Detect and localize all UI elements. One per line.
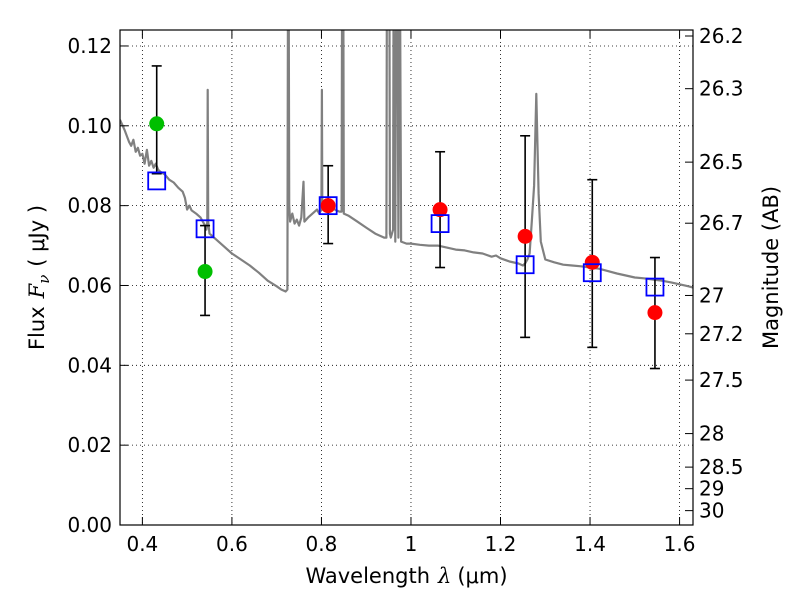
- y2-tick-label: 27.5: [699, 368, 744, 392]
- red-data-point: [647, 305, 663, 321]
- y2-tick-label: 26.3: [699, 77, 744, 101]
- green-data-point: [149, 116, 165, 132]
- y2-tick-label: 28: [699, 422, 724, 446]
- y-axis-label: FluxFν( μJy ): [25, 205, 53, 350]
- plot-area: [120, 30, 693, 293]
- y2-tick-label: 29: [699, 477, 724, 501]
- model-photometry-square: [147, 171, 167, 191]
- red-data-point: [320, 198, 336, 214]
- y-tick-label: 0.12: [67, 34, 112, 58]
- axes-frame: [119, 29, 694, 526]
- x-tick-label: 0.4: [126, 532, 158, 556]
- x-tick-label: 0.6: [216, 532, 248, 556]
- green-data-point: [197, 264, 213, 280]
- y-tick-label: 0.08: [67, 194, 112, 218]
- x-axis-label: Wavelength λ (μm): [305, 564, 507, 588]
- spectrum-line: [120, 30, 693, 293]
- y-tick-label: 0.10: [67, 114, 112, 138]
- red-data-point: [584, 254, 600, 270]
- y2-tick-label: 27: [699, 283, 724, 307]
- y-tick-label: 0.04: [67, 353, 112, 377]
- data-markers: [147, 65, 665, 370]
- x-tick-label: 1.2: [485, 532, 517, 556]
- model-photometry-square: [582, 263, 602, 283]
- y2-tick-label: 26.7: [699, 211, 744, 235]
- y2-tick-label: 30: [699, 499, 724, 523]
- y2-axis-label: Magnitude (AB): [759, 186, 783, 349]
- y2-tick-label: 26.5: [699, 150, 744, 174]
- red-data-point: [432, 202, 448, 218]
- y-tick-label: 0.06: [67, 273, 112, 297]
- x-tick-label: 1.6: [664, 532, 696, 556]
- x-tick-label: 1.4: [574, 532, 606, 556]
- y2-tick-label: 27.2: [699, 322, 744, 346]
- x-tick-label: 1: [405, 532, 418, 556]
- axis-ticks: 0.4 0.6 0.8 1 1.2 1.4 1.6 0.00 0.02 0.04 0.06 0.08 0…: [67, 24, 743, 556]
- y2-tick-label: 26.2: [699, 24, 744, 48]
- gridlines: [120, 30, 693, 526]
- model-photometry-square: [515, 255, 535, 275]
- plot-border: [119, 29, 694, 526]
- x-tick-label: 0.8: [306, 532, 338, 556]
- y2-tick-label: 28.5: [699, 455, 744, 479]
- model-photometry-square: [318, 196, 338, 216]
- model-photometry-square: [645, 277, 665, 297]
- model-photometry-square: [195, 219, 215, 239]
- y-tick-label: 0.02: [67, 433, 112, 457]
- model-photometry-square: [430, 214, 450, 234]
- y-tick-label: 0.00: [67, 513, 112, 537]
- red-data-point: [517, 228, 533, 244]
